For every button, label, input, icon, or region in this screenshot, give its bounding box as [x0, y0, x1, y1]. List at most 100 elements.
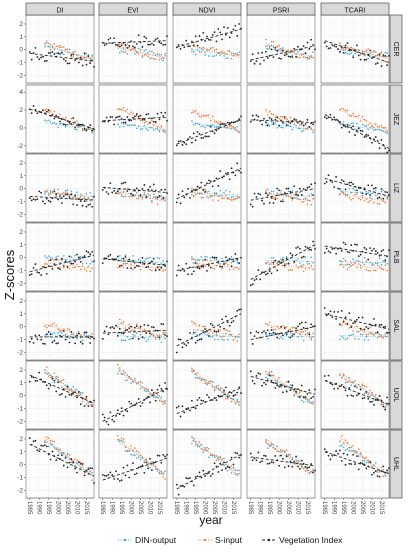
data-point	[46, 198, 48, 200]
data-point	[384, 409, 386, 411]
data-point	[160, 388, 162, 390]
data-point	[312, 396, 314, 398]
data-point	[350, 52, 352, 54]
data-point	[309, 56, 311, 58]
data-point	[299, 248, 301, 250]
facet-panel	[173, 154, 242, 222]
data-point	[299, 460, 301, 462]
data-point	[69, 63, 71, 65]
data-point	[200, 137, 202, 139]
data-point	[371, 263, 373, 265]
data-point	[373, 248, 375, 250]
data-point	[199, 35, 201, 37]
data-point	[206, 256, 208, 258]
data-point	[151, 469, 153, 471]
data-point	[221, 339, 223, 341]
data-point	[138, 327, 140, 329]
data-point	[151, 189, 153, 191]
data-point	[310, 249, 312, 251]
data-point	[117, 326, 119, 328]
data-point	[61, 258, 63, 260]
data-point	[187, 45, 189, 47]
data-point	[147, 264, 149, 266]
data-point	[310, 397, 312, 399]
data-point	[214, 339, 216, 341]
data-point	[65, 339, 67, 341]
data-point	[202, 32, 204, 34]
data-point	[292, 55, 294, 57]
data-point	[180, 270, 182, 272]
data-point	[269, 371, 271, 373]
data-point	[339, 339, 341, 341]
data-point	[250, 204, 252, 206]
data-point	[126, 116, 128, 118]
data-point	[384, 132, 386, 134]
data-point	[195, 476, 197, 478]
data-point	[293, 394, 295, 396]
data-point	[74, 465, 76, 467]
data-point	[84, 405, 86, 407]
data-point	[236, 392, 238, 394]
data-point	[252, 53, 254, 55]
data-point	[157, 266, 159, 268]
data-point	[386, 64, 388, 66]
data-point	[366, 457, 368, 459]
data-point	[59, 47, 61, 49]
data-point	[356, 44, 358, 46]
data-point	[375, 470, 377, 472]
data-point	[236, 35, 238, 37]
data-point	[377, 337, 379, 339]
data-point	[343, 108, 345, 110]
data-point	[312, 44, 314, 46]
data-point	[375, 51, 377, 53]
data-point	[195, 262, 197, 264]
data-point	[159, 395, 161, 397]
data-point	[166, 454, 168, 456]
data-point	[386, 52, 388, 54]
data-point	[147, 193, 149, 195]
data-point	[375, 462, 377, 464]
data-point	[356, 192, 358, 194]
data-point	[208, 448, 210, 450]
data-point	[72, 461, 74, 463]
data-point	[345, 195, 347, 197]
data-point	[106, 421, 108, 423]
data-point	[76, 191, 78, 193]
data-point	[80, 261, 82, 263]
data-point	[162, 270, 164, 272]
data-point	[71, 118, 73, 120]
data-point	[263, 118, 265, 120]
data-point	[201, 51, 203, 53]
data-point	[206, 473, 208, 475]
data-point	[348, 387, 350, 389]
data-point	[50, 44, 52, 46]
data-point	[276, 450, 278, 452]
data-point	[36, 112, 38, 114]
data-point	[63, 465, 65, 467]
data-point	[290, 117, 292, 119]
data-point	[153, 462, 155, 464]
data-point	[299, 188, 301, 190]
data-point	[282, 325, 284, 327]
data-point	[214, 49, 216, 51]
data-point	[271, 190, 273, 192]
data-point	[67, 193, 69, 195]
data-point	[86, 250, 88, 252]
data-point	[307, 204, 309, 206]
data-point	[384, 148, 386, 150]
data-point	[132, 405, 134, 407]
data-point	[201, 444, 203, 446]
data-point	[278, 333, 280, 335]
data-point	[225, 315, 227, 317]
data-point	[50, 259, 52, 261]
facet-panel	[321, 430, 390, 498]
data-point	[371, 250, 373, 252]
data-point	[331, 316, 333, 318]
data-point	[130, 338, 132, 340]
data-point	[276, 127, 278, 129]
data-point	[89, 124, 91, 126]
data-point	[297, 466, 299, 468]
data-point	[271, 197, 273, 199]
data-point	[227, 27, 229, 29]
data-point	[142, 188, 144, 190]
